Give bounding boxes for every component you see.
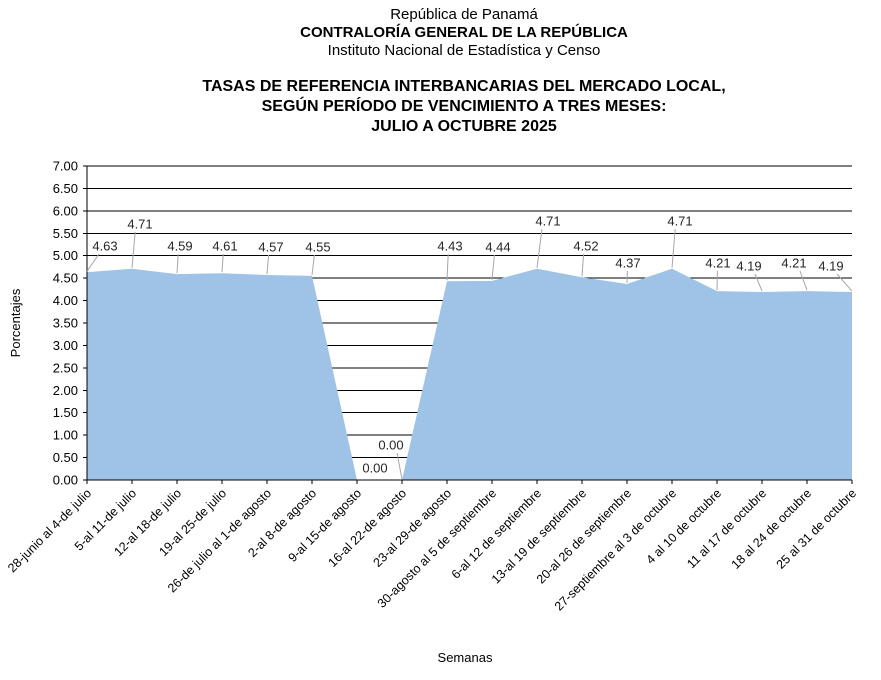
data-label: 4.19 bbox=[736, 259, 761, 274]
y-axis-label: 3.00 bbox=[53, 338, 78, 353]
x-axis-label: 28-junio al 4-de julio bbox=[5, 486, 94, 575]
leader-line bbox=[491, 254, 495, 280]
chart-area: 0.00 0.50 1.00 1.50 2.00 2.50 3.00 3.50 4.00 4.50… bbox=[0, 145, 881, 680]
org-name: CONTRALORÍA GENERAL DE LA REPÚBLICA bbox=[300, 24, 628, 41]
area-chart-canvas: 0.00 0.50 1.00 1.50 2.00 2.50 3.00 3.50 4.00 4.50… bbox=[5, 159, 860, 666]
leader-line bbox=[581, 253, 585, 277]
org-country: República de Panamá bbox=[390, 6, 538, 23]
org-header: República de Panamá CONTRALORÍA GENERAL … bbox=[47, 6, 881, 60]
y-axis-label: 5.00 bbox=[53, 248, 78, 263]
data-label: 4.57 bbox=[258, 240, 283, 255]
org-institute: Instituto Nacional de Estadística y Cens… bbox=[327, 42, 601, 59]
data-label: 4.52 bbox=[573, 239, 598, 254]
leader-line bbox=[131, 231, 136, 268]
data-label: 4.61 bbox=[212, 239, 237, 254]
y-axis-label: 5.50 bbox=[53, 226, 78, 241]
x-axis-title: Semanas bbox=[438, 650, 493, 665]
chart-title-line1: TASAS DE REFERENCIA INTERBANCARIAS DEL M… bbox=[202, 78, 726, 95]
leader-line bbox=[671, 228, 676, 268]
y-axis-label: 3.50 bbox=[53, 316, 78, 331]
leader-line bbox=[86, 253, 100, 272]
leader-line bbox=[536, 228, 543, 268]
x-axis-label: 6-al 12 de septiembre bbox=[449, 486, 544, 581]
area-series bbox=[87, 268, 852, 480]
data-label: 4.43 bbox=[437, 239, 462, 254]
y-axis-label: 0.00 bbox=[53, 473, 78, 488]
y-axis-label: 6.50 bbox=[53, 181, 78, 196]
data-label: 4.63 bbox=[92, 239, 117, 254]
leader-line bbox=[176, 253, 179, 274]
data-label: 4.71 bbox=[535, 214, 560, 229]
chart-title-line3: JULIO A OCTUBRE 2025 bbox=[371, 118, 557, 135]
data-label: 0.00 bbox=[362, 461, 387, 476]
leader-line bbox=[311, 254, 315, 275]
leader-line bbox=[799, 270, 808, 291]
data-label: 4.37 bbox=[615, 256, 640, 271]
y-axis-label: 1.00 bbox=[53, 428, 78, 443]
y-axis-label: 7.00 bbox=[53, 159, 78, 174]
y-axis-label: 6.00 bbox=[53, 203, 78, 218]
data-label: 4.44 bbox=[485, 240, 510, 255]
data-label: 4.59 bbox=[167, 239, 192, 254]
leader-line bbox=[754, 273, 763, 292]
x-axis-label: 25 al 31 de octubre bbox=[774, 486, 860, 572]
leader-line bbox=[446, 253, 449, 281]
y-axis-label: 1.50 bbox=[53, 405, 78, 420]
leader-line bbox=[836, 273, 853, 292]
data-label: 4.71 bbox=[667, 214, 692, 229]
data-label: 4.19 bbox=[818, 259, 843, 274]
data-label: 4.71 bbox=[127, 217, 152, 232]
y-axis-label: 4.50 bbox=[53, 271, 78, 286]
x-axis-label: 18 al 24 de octubre bbox=[729, 486, 815, 572]
leader-line bbox=[221, 253, 224, 273]
data-label: 4.21 bbox=[781, 256, 806, 271]
y-axis-label: 2.00 bbox=[53, 383, 78, 398]
leader-line bbox=[396, 452, 403, 480]
x-axis-label: 4 al 10 de octubre bbox=[643, 486, 724, 567]
x-axis-label: 23-al 29-de agosto bbox=[371, 486, 455, 570]
x-axis-label: 16-al 22-de agosto bbox=[326, 486, 410, 570]
y-axis-title: Porcentajes bbox=[8, 288, 23, 357]
y-axis-label: 4.00 bbox=[53, 293, 78, 308]
data-label: 4.21 bbox=[705, 256, 730, 271]
data-label: 4.55 bbox=[305, 240, 330, 255]
chart-title: TASAS DE REFERENCIA INTERBANCARIAS DEL M… bbox=[47, 77, 881, 137]
y-axis-label: 2.50 bbox=[53, 360, 78, 375]
leader-line bbox=[266, 254, 270, 275]
x-axis-label: 11 al 17 de octubre bbox=[684, 486, 769, 571]
y-axis-label: 0.50 bbox=[53, 450, 78, 465]
chart-title-line2: SEGÚN PERÍODO DE VENCIMIENTO A TRES MESE… bbox=[261, 98, 667, 115]
data-label: 0.00 bbox=[378, 438, 403, 453]
